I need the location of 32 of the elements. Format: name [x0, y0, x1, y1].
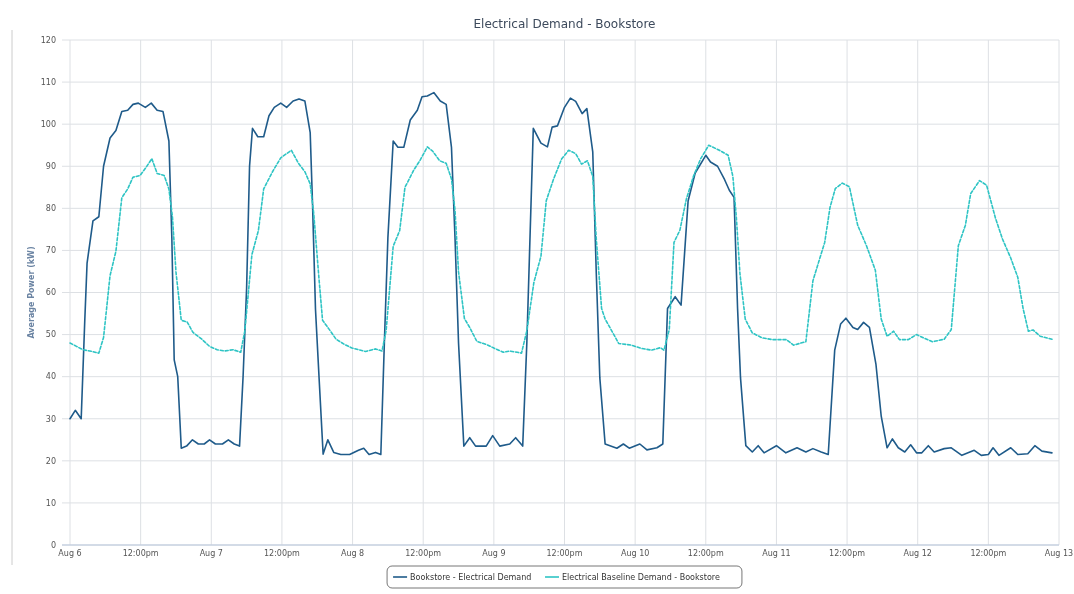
y-tick-label: 90: [45, 162, 56, 172]
y-tick-label: 10: [45, 498, 56, 508]
y-axis-title: Average Power (kW): [27, 246, 36, 339]
y-tick-label: 0: [50, 540, 56, 550]
y-tick-label: 70: [45, 246, 56, 256]
y-tick-label: 100: [40, 119, 56, 129]
x-tick-label: 12:00pm: [546, 549, 583, 558]
x-tick-label: 12:00pm: [405, 549, 442, 558]
x-tick-label: Aug 8: [340, 549, 365, 558]
x-tick-label: Aug 6: [58, 549, 82, 558]
x-tick-label: Aug 7: [199, 549, 223, 558]
y-tick-label: 50: [45, 330, 56, 340]
x-tick-label: 12:00pm: [970, 549, 1007, 558]
x-tick-label: 12:00pm: [829, 549, 866, 558]
x-tick-label: 12:00pm: [687, 549, 724, 558]
legend-label: Bookstore - Electrical Demand: [410, 573, 532, 582]
chart-title: Electrical Demand - Bookstore: [473, 17, 656, 31]
y-tick-label: 20: [45, 456, 56, 466]
x-tick-label: Aug 9: [482, 549, 506, 558]
x-tick-label: Aug 13: [1044, 549, 1074, 558]
y-tick-label: 120: [40, 35, 56, 45]
y-tick-label: 110: [40, 77, 56, 87]
x-tick-label: Aug 10: [620, 549, 650, 558]
y-tick-label: 30: [45, 414, 56, 424]
x-tick-label: Aug 12: [903, 549, 932, 558]
x-tick-label: 12:00pm: [122, 549, 159, 558]
y-tick-label: 80: [45, 204, 56, 214]
x-tick-label: 12:00pm: [263, 549, 301, 558]
y-tick-label: 40: [45, 372, 56, 382]
y-tick-label: 60: [45, 288, 56, 298]
legend-label: Electrical Baseline Demand - Bookstore: [562, 573, 720, 582]
x-tick-label: Aug 11: [762, 549, 791, 558]
